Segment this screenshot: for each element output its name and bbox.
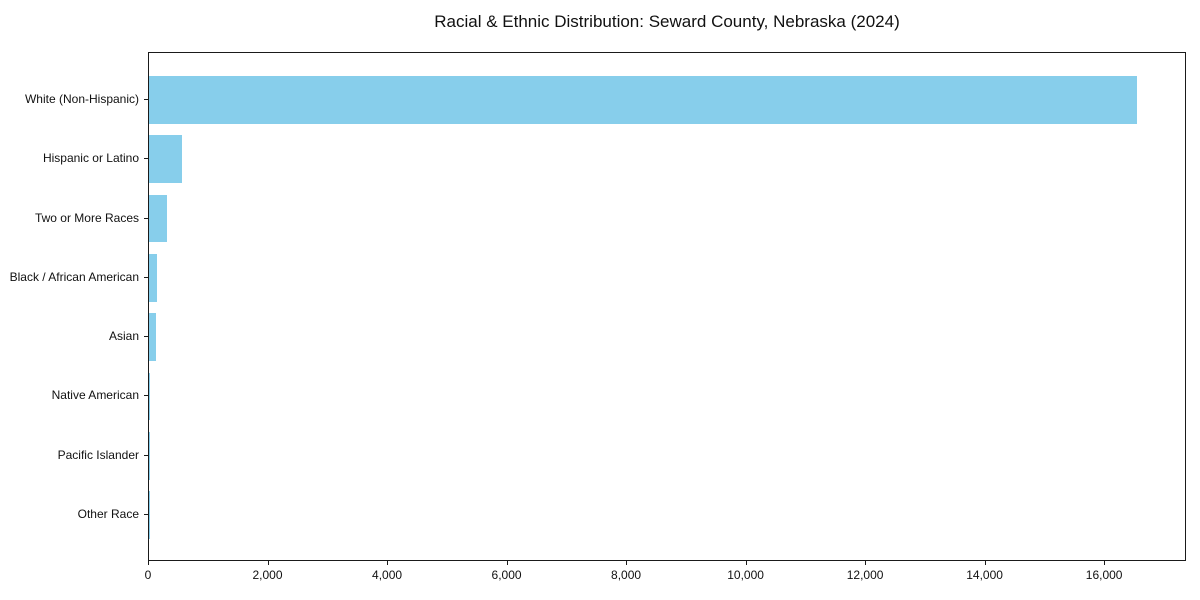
x-axis-tick-label: 8,000 [611, 568, 642, 582]
x-axis-tick-label: 10,000 [727, 568, 764, 582]
bar [149, 76, 1138, 124]
bar [149, 372, 151, 421]
y-axis-tick [144, 455, 148, 456]
x-axis-tick-label: 2,000 [252, 568, 283, 582]
x-axis-tick [148, 561, 149, 565]
y-axis-category-label: White (Non-Hispanic) [24, 91, 139, 106]
bar [149, 432, 150, 480]
y-axis-tick [144, 99, 148, 100]
x-axis-tick [984, 561, 986, 565]
y-axis-category-label: Pacific Islander [57, 447, 139, 462]
x-axis-tick-label: 6,000 [491, 568, 522, 582]
x-axis-tick [745, 561, 747, 565]
x-axis-tick [626, 561, 628, 565]
y-axis-category-label: Native American [51, 388, 139, 403]
chart-title: Racial & Ethnic Distribution: Seward Cou… [434, 12, 900, 31]
y-axis-category-label: Other Race [77, 507, 139, 522]
y-axis-tick [144, 277, 148, 278]
bar [149, 135, 183, 183]
bar [149, 313, 156, 361]
y-axis-tick [144, 395, 148, 396]
x-axis-tick [267, 561, 269, 565]
x-axis-tick-label: 16,000 [1085, 568, 1123, 582]
y-axis-category-label: Asian [108, 329, 139, 344]
y-axis-tick [144, 158, 148, 159]
plot-area [148, 52, 1186, 561]
y-axis-category-label: Hispanic or Latino [42, 151, 139, 166]
x-axis-tick [865, 561, 867, 565]
x-axis-tick-label: 4,000 [372, 568, 403, 582]
x-axis-tick [506, 561, 508, 565]
x-axis-tick-label: 12,000 [846, 568, 884, 582]
y-axis-tick [144, 218, 148, 219]
y-axis-tick [144, 336, 148, 337]
x-axis-tick [1104, 561, 1106, 565]
bar [149, 254, 158, 302]
y-axis-category-label: Black / African American [9, 269, 139, 284]
x-axis-tick [387, 561, 389, 565]
y-axis-category-label: Two or More Races [34, 210, 139, 225]
y-axis-tick [144, 514, 148, 515]
bar [149, 194, 168, 243]
x-axis-tick-label: 14,000 [966, 568, 1003, 582]
x-axis-tick-label: 0 [144, 568, 152, 582]
